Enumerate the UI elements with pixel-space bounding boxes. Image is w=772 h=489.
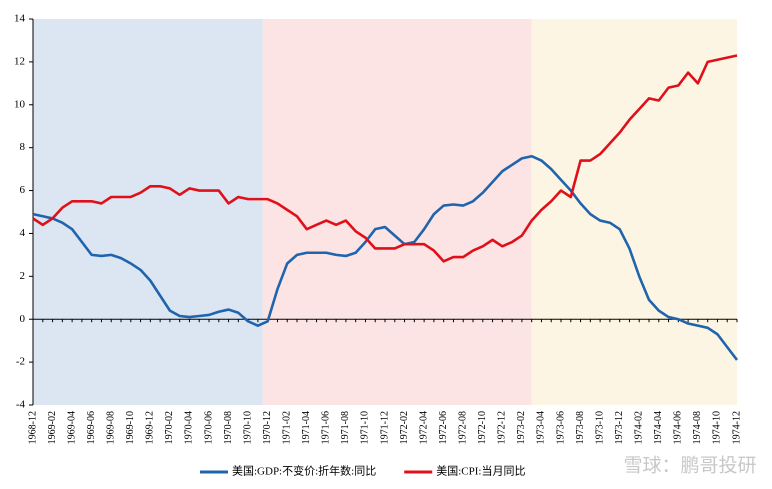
- x-tick-label: 1969-08: [106, 411, 117, 444]
- y-tick-label: 4: [20, 227, 26, 239]
- series-line: [32, 54, 738, 263]
- y-tick-label: 14: [14, 13, 26, 25]
- x-tick-label: 1973-04: [536, 411, 547, 444]
- x-tick-label: 1974-06: [673, 411, 684, 444]
- y-tick-label: -2: [16, 356, 25, 368]
- legend-label: 美国:CPI:当月同比: [436, 464, 525, 478]
- period-shading: [33, 19, 737, 405]
- x-tick-label: 1973-02: [516, 411, 527, 444]
- x-tick-label: 1968-12: [27, 411, 38, 444]
- x-tick-label: 1969-06: [86, 411, 97, 444]
- x-tick-label: 1970-06: [203, 411, 214, 444]
- x-tick-label: 1971-04: [301, 411, 312, 444]
- x-tick-label: 1972-02: [399, 411, 410, 444]
- x-tick-label: 1973-08: [575, 411, 586, 444]
- x-tick-label: 1974-08: [692, 411, 703, 444]
- x-tick-label: 1969-12: [145, 411, 156, 444]
- x-tick-label: 1970-04: [184, 411, 195, 444]
- x-tick-label: 1973-10: [594, 411, 605, 444]
- y-tick-label: 10: [14, 98, 26, 110]
- y-tick-label: 2: [20, 270, 26, 282]
- x-tick-label: 1972-12: [497, 411, 508, 444]
- x-tick-label: 1971-10: [360, 411, 371, 444]
- x-tick-label: 1972-08: [458, 411, 469, 444]
- x-tick-label: 1971-08: [340, 411, 351, 444]
- x-tick-label: 1973-12: [614, 411, 625, 444]
- x-tick-label: 1970-10: [242, 411, 253, 444]
- y-tick-label: 12: [14, 55, 25, 67]
- y-tick-label: 0: [20, 313, 26, 325]
- x-tick-label: 1974-12: [731, 411, 742, 444]
- x-tick-label: 1971-12: [379, 411, 390, 444]
- watermark: 雪球：鹏哥投研: [623, 455, 756, 477]
- y-tick-label: -4: [16, 399, 26, 411]
- x-tick-label: 1969-10: [125, 411, 136, 444]
- x-tick-label: 1972-10: [477, 411, 488, 444]
- shade: [531, 19, 737, 405]
- x-tick-label: 1974-04: [653, 411, 664, 444]
- series-line: [32, 154, 739, 361]
- x-tick-label: 1969-02: [47, 411, 58, 444]
- y-tick-label: 8: [20, 141, 26, 153]
- x-tick-label: 1970-08: [223, 411, 234, 444]
- shade: [262, 19, 532, 405]
- x-tick-label: 1972-04: [418, 411, 429, 444]
- x-tick-label: 1972-06: [438, 411, 449, 444]
- x-tick-label: 1969-04: [66, 411, 77, 444]
- x-tick-label: 1974-02: [634, 411, 645, 444]
- x-tick-label: 1970-02: [164, 411, 175, 444]
- shade: [33, 19, 263, 405]
- x-tick-label: 1971-02: [282, 411, 293, 444]
- legend-label: 美国:GDP:不变价:折年数:同比: [232, 464, 376, 478]
- x-tick-label: 1971-06: [321, 411, 332, 444]
- x-tick-label: 1974-10: [712, 411, 723, 444]
- x-tick-label: 1970-12: [262, 411, 273, 444]
- x-tick-label: 1973-06: [555, 411, 566, 444]
- y-tick-label: 6: [20, 184, 26, 196]
